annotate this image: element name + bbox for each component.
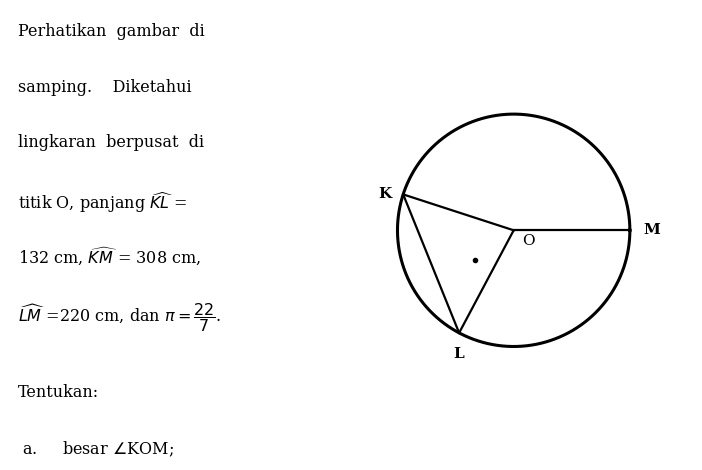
Text: lingkaran  berpusat  di: lingkaran berpusat di	[18, 134, 204, 151]
Text: M: M	[644, 223, 661, 237]
Text: L: L	[453, 347, 465, 361]
Text: O: O	[522, 234, 534, 248]
Text: Tentukan:: Tentukan:	[18, 384, 99, 401]
Text: Perhatikan  gambar  di: Perhatikan gambar di	[18, 24, 205, 40]
Text: $\widehat{LM}$ =220 cm, dan $\pi=\dfrac{22}{7}$.: $\widehat{LM}$ =220 cm, dan $\pi=\dfrac{…	[18, 301, 222, 334]
Text: 132 cm, $\widehat{KM}$ = 308 cm,: 132 cm, $\widehat{KM}$ = 308 cm,	[18, 245, 201, 267]
Text: titik O, panjang $\widehat{KL}$ =: titik O, panjang $\widehat{KL}$ =	[18, 190, 187, 215]
Text: K: K	[378, 188, 392, 201]
Text: a.     besar $\angle$KOM;: a. besar $\angle$KOM;	[22, 439, 173, 459]
Text: samping.    Diketahui: samping. Diketahui	[18, 79, 192, 96]
